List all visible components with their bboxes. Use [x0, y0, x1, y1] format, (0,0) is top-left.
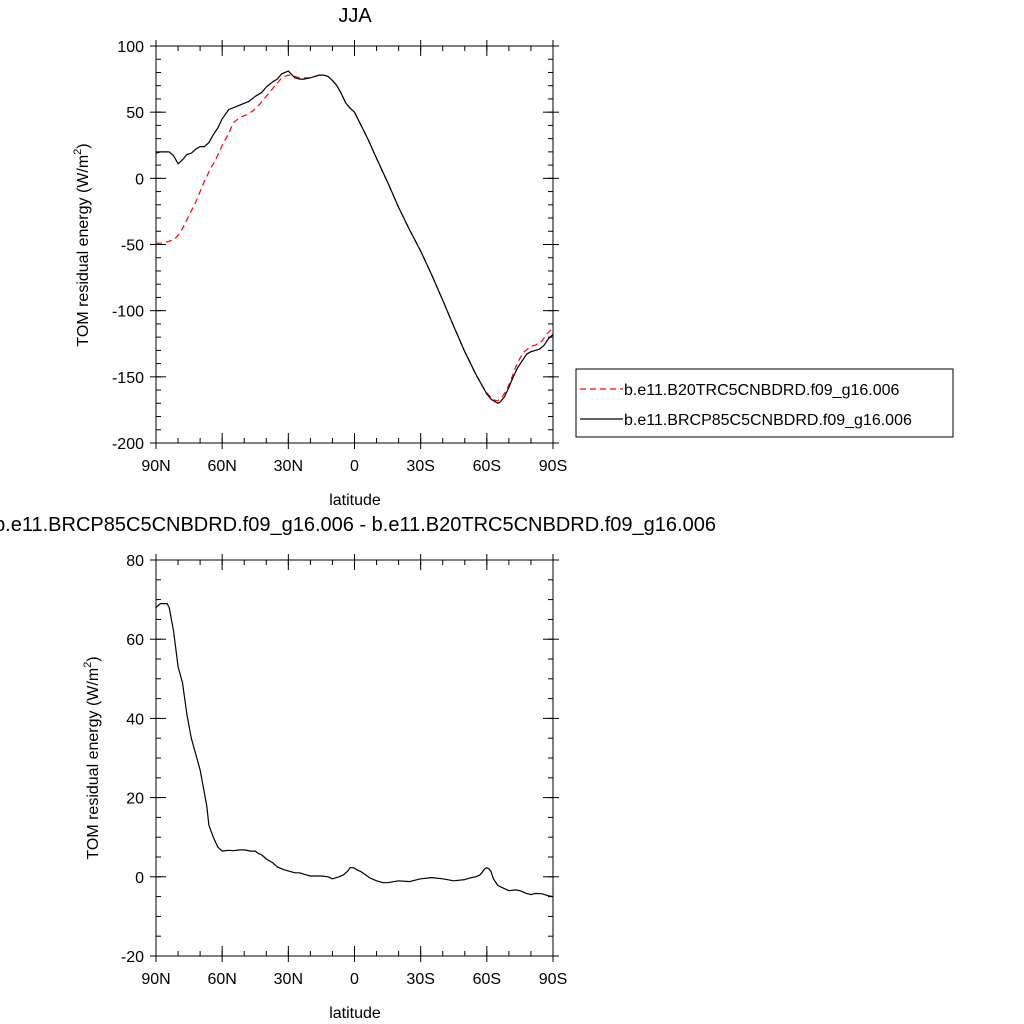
bottom-y-axis-label: TOM residual energy (W/m2)	[82, 656, 102, 859]
top-series-line-1	[155, 70, 554, 404]
legend: b.e11.B20TRC5CNBDRD.f09_g16.006 b.e11.BR…	[575, 368, 954, 438]
bottom-chart-title: b.e11.BRCP85C5CNBDRD.f09_g16.006 - b.e11…	[0, 514, 716, 536]
top-y-tick-label: -50	[121, 238, 144, 255]
top-plot-frame	[155, 45, 554, 444]
top-x-tick-label: 90N	[141, 458, 170, 475]
bottom-x-tick-label: 60S	[473, 971, 501, 988]
top-x-tick-label: 30N	[274, 458, 303, 475]
top-chart-title: JJA	[338, 5, 372, 27]
top-y-tick-label: -200	[112, 436, 144, 453]
bottom-x-tick-label: 0	[350, 971, 359, 988]
bottom-x-tick-labels: 90N 60N 30N 0 30S 60S 90S	[141, 971, 567, 988]
top-x-tick-label: 0	[350, 458, 359, 475]
top-y-tick-label: -100	[112, 304, 144, 321]
legend-label-b20trc: b.e11.B20TRC5CNBDRD.f09_g16.006	[624, 382, 900, 399]
top-x-tick-label: 90S	[539, 458, 567, 475]
top-x-tick-labels: 90N 60N 30N 0 30S 60S 90S	[141, 458, 567, 475]
bottom-x-tick-label: 30S	[406, 971, 434, 988]
top-x-tick-label: 30S	[406, 458, 434, 475]
bottom-x-tick-label: 90S	[539, 971, 567, 988]
top-series-lines	[155, 70, 554, 404]
bottom-y-tick-label: 80	[126, 553, 144, 570]
top-x-axis-label: latitude	[329, 492, 381, 509]
bottom-x-axis-label: latitude	[329, 1005, 381, 1022]
bottom-y-tick-label: 20	[126, 791, 144, 808]
bottom-y-tick-label: -20	[121, 949, 144, 966]
bottom-y-tick-label: 0	[135, 870, 144, 887]
top-panel: JJA 100 50 0 -50 -100 -150 -200 90N 60N 30N 0 30S 6…	[72, 5, 954, 509]
bottom-x-tick-label: 90N	[141, 971, 170, 988]
bottom-y-tick-label: 40	[126, 711, 144, 728]
bottom-series-line-0	[155, 602, 554, 898]
top-y-tick-label: -150	[112, 370, 144, 387]
legend-box	[575, 368, 954, 438]
bottom-series-lines	[155, 602, 554, 898]
bottom-y-tick-label: 60	[126, 632, 144, 649]
top-y-tick-label: 100	[117, 39, 144, 56]
top-x-tick-label: 60N	[207, 458, 236, 475]
bottom-panel: b.e11.BRCP85C5CNBDRD.f09_g16.006 - b.e11…	[0, 514, 716, 1022]
top-y-tick-label: 50	[126, 105, 144, 122]
bottom-x-tick-label: 60N	[207, 971, 236, 988]
top-y-tick-label: 0	[135, 171, 144, 188]
legend-label-brcp85: b.e11.BRCP85C5CNBDRD.f09_g16.006	[624, 412, 912, 429]
top-x-tick-label: 60S	[473, 458, 501, 475]
bottom-x-tick-label: 30N	[274, 971, 303, 988]
top-y-tick-labels: 100 50 0 -50 -100 -150 -200	[112, 39, 144, 453]
top-y-axis-label: TOM residual energy (W/m2)	[72, 143, 92, 346]
bottom-plot-frame	[155, 559, 554, 957]
bottom-y-tick-labels: 80 60 40 20 0 -20	[121, 553, 144, 966]
